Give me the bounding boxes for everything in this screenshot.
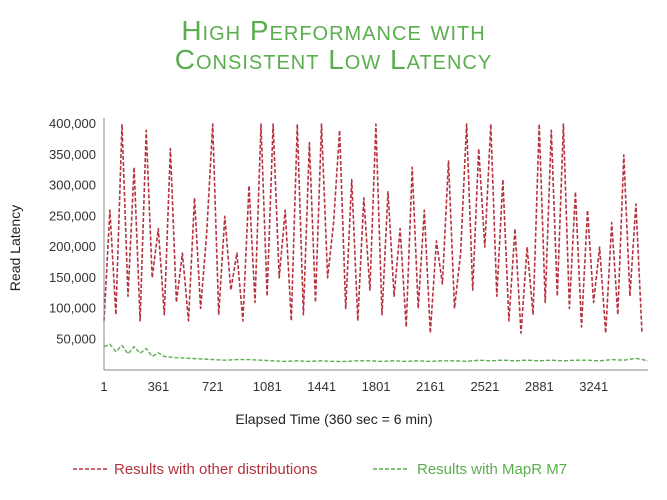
x-tick-label: 1081 [253,379,282,394]
legend-label-other-distributions: Results with other distributions [114,461,317,478]
x-tick-label: 1 [100,379,107,394]
y-tick-label: 250,000 [49,208,96,223]
x-tick-label: 1441 [307,379,336,394]
x-tick-label: 2521 [470,379,499,394]
y-tick-label: 200,000 [49,239,96,254]
y-tick-label: 400,000 [49,116,96,131]
x-tick-label: 2161 [416,379,445,394]
legend: Results with other distributions Results… [73,461,567,478]
y-tick-labels: 50,000 100,000 150,000 200,000 250,000 300,00… [49,116,96,346]
x-tick-label: 721 [202,379,224,394]
x-tick-label: 1801 [362,379,391,394]
x-tick-label: 2881 [525,379,554,394]
chart-title-line1: High Performance with [181,15,486,46]
y-tick-label: 100,000 [49,301,96,316]
y-axis-label: Read Latency [7,205,23,291]
y-tick-label: 150,000 [49,270,96,285]
x-tick-label: 361 [148,379,170,394]
plot-area [103,123,649,363]
chart-title-line2: Consistent Low Latency [174,44,493,75]
y-tick-label: 300,000 [49,178,96,193]
x-axis-label: Elapsed Time (360 sec = 6 min) [235,411,432,427]
x-tick-label: 3241 [579,379,608,394]
y-tick-label: 50,000 [56,331,96,346]
y-tick-label: 350,000 [49,147,96,162]
x-tick-labels: 1 361 721 1081 1441 1801 2161 2521 2881 3241 [100,379,608,394]
series-line-mapr-m7 [103,343,649,363]
series-line-other-distributions [103,123,643,334]
legend-label-mapr-m7: Results with MapR M7 [417,461,567,478]
